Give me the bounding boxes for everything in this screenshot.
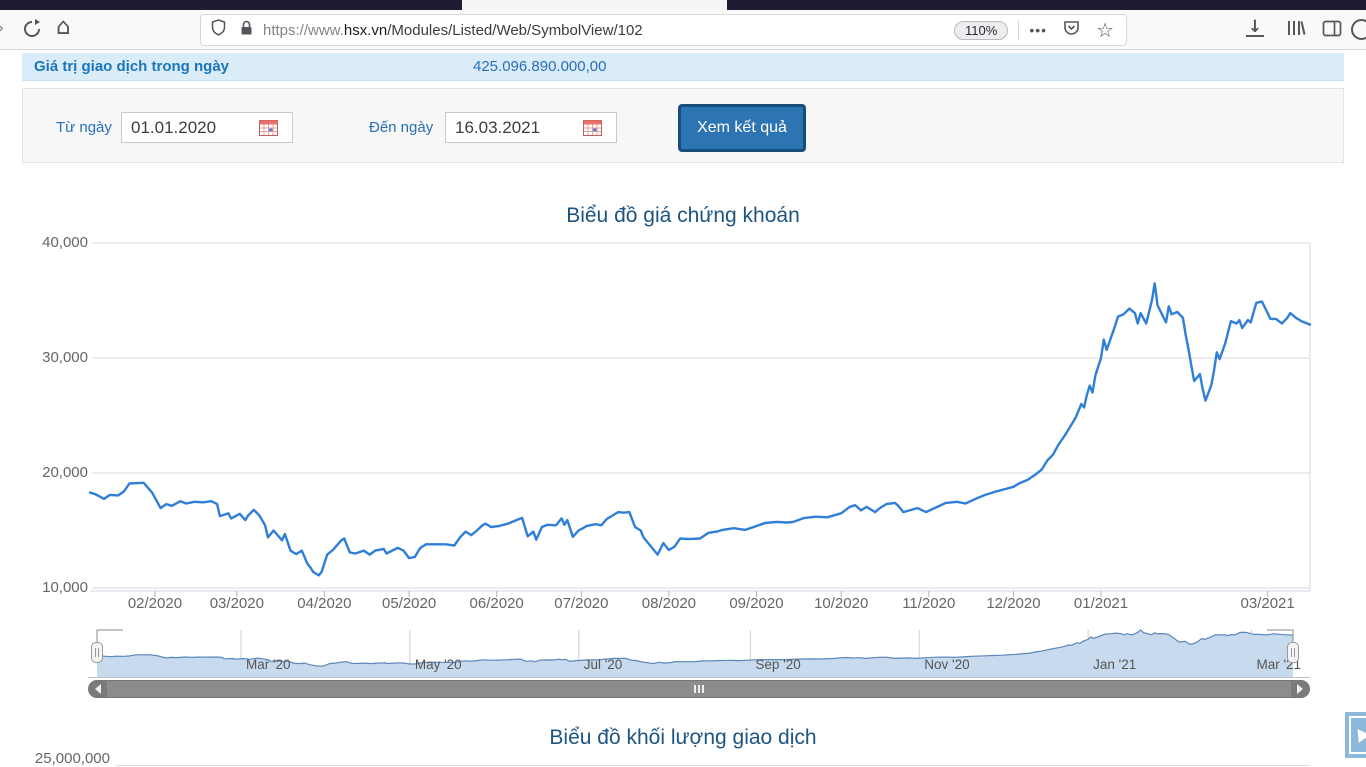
stats-label: Giá trị giao dịch trong ngày: [34, 58, 230, 75]
url-protocol: https://www.: [263, 21, 344, 39]
x-axis-label: 05/2020: [381, 595, 437, 612]
x-axis-label: 09/2020: [729, 595, 784, 612]
price-chart-title: Biểu đồ giá chứng khoán: [566, 204, 800, 227]
active-tab[interactable]: [462, 0, 727, 10]
date-filter-panel: Từ ngày Đến ngày Xem kết quả: [22, 88, 1344, 163]
y-axis-label: 30,000: [42, 349, 88, 366]
browser-tab-strip: [0, 0, 1366, 10]
bookmark-star-icon[interactable]: ☆: [1096, 18, 1114, 42]
x-axis-label: 04/2020: [297, 595, 352, 612]
zoom-level-button[interactable]: 110%: [954, 20, 1009, 40]
scrollbar-left-arrow[interactable]: [89, 681, 107, 697]
calendar-icon[interactable]: [259, 119, 278, 141]
scrollbar-grip[interactable]: [694, 685, 704, 693]
nav-axis-label: Jan '21: [1093, 657, 1137, 672]
home-icon[interactable]: ⌂: [56, 14, 71, 40]
nav-axis-label: May '20: [414, 657, 462, 672]
navigator-line: [96, 629, 1294, 667]
lock-icon[interactable]: [240, 20, 253, 41]
x-axis-label: 08/2020: [641, 595, 697, 612]
corner-widget-button[interactable]: [1345, 712, 1366, 758]
volume-y-axis-label: 25,000,000: [34, 750, 110, 767]
pocket-icon[interactable]: [1063, 19, 1080, 41]
toolbar-separator: [1018, 20, 1020, 40]
sidebar-icon[interactable]: [1322, 20, 1342, 41]
from-date-label: Từ ngày: [56, 119, 112, 136]
nav-axis-label: Sep '20: [755, 657, 801, 672]
library-icon[interactable]: [1286, 19, 1306, 41]
download-bar: [1246, 35, 1264, 37]
chart-scrollbar[interactable]: [88, 680, 1310, 698]
nav-axis-label: Nov '20: [924, 657, 970, 672]
stats-value: 425.096.890.000,00: [473, 58, 607, 75]
to-date-input[interactable]: [445, 112, 617, 143]
scrollbar-right-arrow[interactable]: [1291, 681, 1309, 697]
nav-axis-label: Jul '20: [583, 657, 623, 672]
download-arrow: ↓: [1247, 17, 1263, 37]
x-axis-label: 10/2020: [814, 595, 869, 612]
x-axis-label: 07/2020: [554, 595, 609, 612]
url-text[interactable]: https://www.hsx.vn/Modules/Listed/Web/Sy…: [263, 22, 643, 39]
y-axis-label: 10,000: [42, 579, 88, 596]
navigator-area: [97, 630, 1293, 677]
account-icon[interactable]: [1351, 19, 1366, 40]
calendar-icon[interactable]: [583, 119, 602, 141]
url-bar[interactable]: https://www.hsx.vn/Modules/Listed/Web/Sy…: [200, 14, 1127, 46]
navigator-right-handle[interactable]: [1287, 642, 1299, 663]
nav-axis-label: Mar '20: [245, 657, 291, 672]
x-axis-label: 12/2020: [986, 595, 1041, 612]
url-domain: hsx.vn: [343, 21, 388, 39]
url-path: /Modules/Listed/Web/SymbolView/102: [387, 21, 643, 39]
stats-row: Giá trị giao dịch trong ngày 425.096.890…: [22, 53, 1344, 81]
download-icon[interactable]: ↓: [1246, 19, 1264, 37]
view-results-button[interactable]: Xem kết quả: [678, 104, 806, 152]
y-axis-label: 20,000: [42, 464, 88, 481]
browser-toolbar: › ⌂ https://www.hsx.vn/Modules/Listed/We…: [0, 10, 1366, 50]
x-axis-label: 03/2021: [1240, 595, 1295, 612]
navigator-left-handle[interactable]: [91, 642, 103, 663]
reload-icon[interactable]: [22, 19, 42, 43]
to-date-label: Đến ngày: [369, 119, 434, 136]
forward-icon[interactable]: ›: [0, 16, 5, 41]
corner-widget-frame: [1349, 716, 1366, 754]
volume-chart-title: Biểu đồ khối lượng giao dịch: [549, 726, 817, 749]
page-actions-icon[interactable]: •••: [1029, 22, 1048, 38]
price-line: [88, 282, 1312, 577]
y-axis-label: 40,000: [42, 234, 88, 251]
x-axis-label: 06/2020: [469, 595, 524, 612]
x-axis-label: 03/2020: [209, 595, 264, 612]
x-axis-label: 11/2020: [902, 595, 956, 612]
x-axis-label: 01/2021: [1073, 595, 1129, 612]
x-axis-label: 02/2020: [127, 595, 183, 612]
tracking-shield-icon[interactable]: [211, 19, 226, 41]
